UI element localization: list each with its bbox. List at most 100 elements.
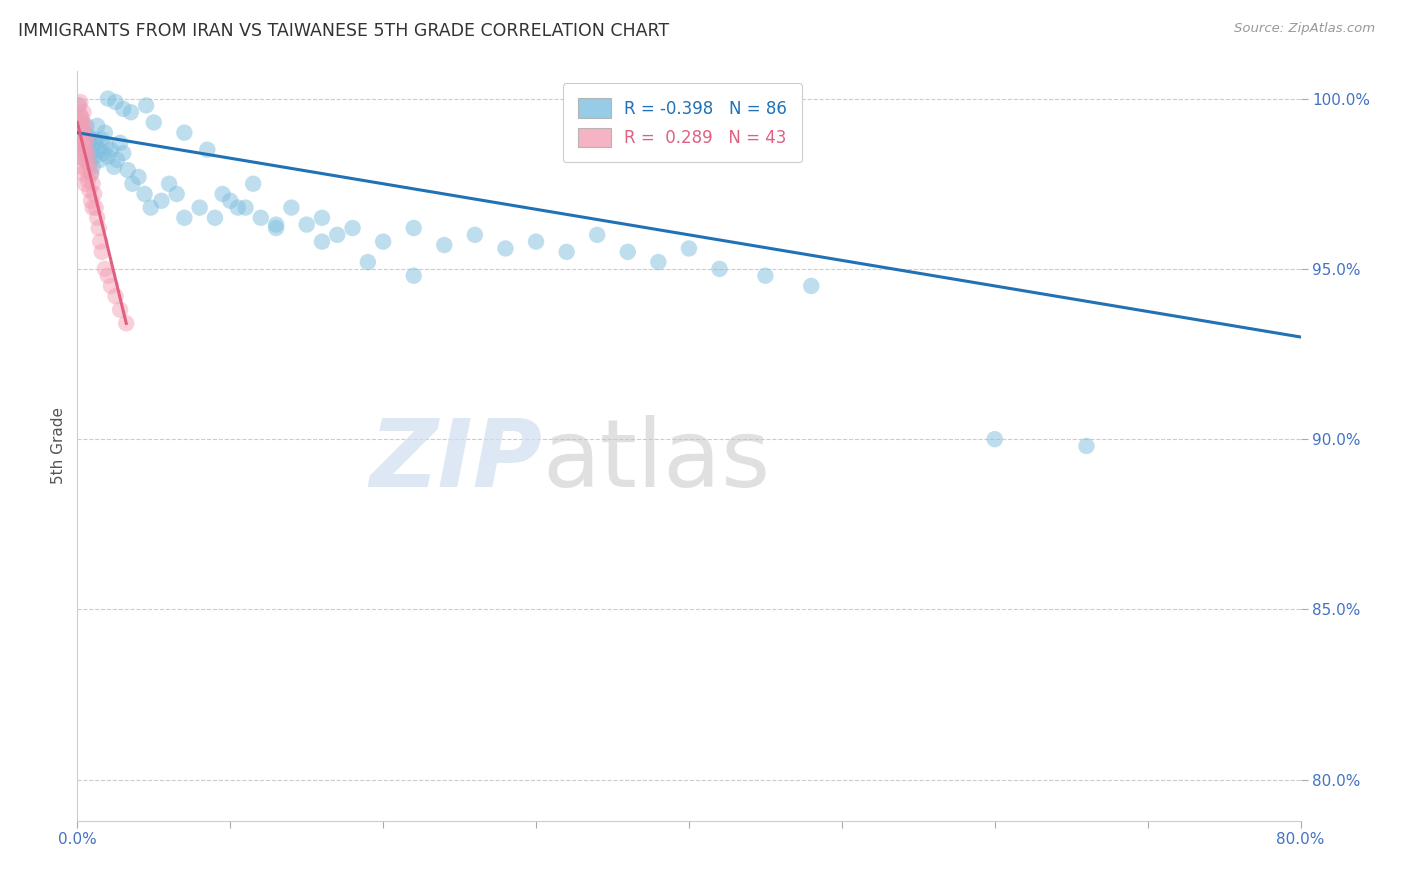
Point: [433, 238, 456, 252]
Point: [76, 139, 98, 153]
Point: [72, 105, 94, 120]
Point: [82, 177, 104, 191]
Point: [127, 169, 149, 184]
Point: [173, 126, 195, 140]
Point: [371, 235, 394, 249]
Point: [108, 136, 131, 150]
Point: [97, 92, 120, 106]
Point: [79, 184, 101, 198]
Point: [211, 186, 233, 201]
Point: [83, 186, 105, 201]
Point: [402, 221, 425, 235]
Point: [134, 186, 156, 201]
Point: [204, 211, 226, 225]
Point: [342, 221, 364, 235]
Point: [69, 95, 91, 109]
Text: Source: ZipAtlas.com: Source: ZipAtlas.com: [1234, 22, 1375, 36]
Point: [80, 167, 103, 181]
Point: [83, 149, 105, 163]
Point: [195, 143, 218, 157]
Point: [150, 194, 173, 208]
Point: [188, 201, 211, 215]
Point: [76, 119, 98, 133]
Point: [120, 105, 142, 120]
Point: [108, 302, 131, 317]
Point: [87, 143, 110, 157]
Text: atlas: atlas: [543, 415, 770, 507]
Point: [76, 163, 98, 178]
Point: [77, 173, 100, 187]
Point: [157, 177, 180, 191]
Point: [166, 186, 188, 201]
Point: [67, 132, 90, 146]
Point: [524, 235, 547, 249]
Point: [105, 153, 128, 167]
Point: [311, 211, 333, 225]
Point: [70, 136, 93, 150]
Point: [295, 218, 318, 232]
Point: [84, 201, 107, 215]
Point: [73, 177, 96, 191]
Point: [79, 160, 101, 174]
Point: [135, 98, 157, 112]
Point: [97, 149, 120, 163]
Point: [800, 279, 823, 293]
Text: ZIP: ZIP: [370, 415, 543, 507]
Point: [100, 143, 122, 157]
Point: [142, 115, 165, 129]
Point: [326, 227, 349, 242]
Point: [678, 242, 700, 256]
Point: [73, 132, 96, 146]
Point: [117, 163, 139, 178]
Point: [402, 268, 425, 283]
Point: [495, 242, 517, 256]
Point: [69, 109, 91, 123]
Point: [69, 109, 91, 123]
Point: [1076, 439, 1098, 453]
Point: [264, 218, 287, 232]
Point: [104, 95, 127, 109]
Point: [984, 432, 1007, 446]
Point: [72, 167, 94, 181]
Point: [73, 153, 96, 167]
Point: [115, 317, 138, 331]
Point: [464, 227, 486, 242]
Point: [226, 201, 249, 215]
Point: [73, 153, 96, 167]
Point: [280, 201, 302, 215]
Point: [79, 156, 101, 170]
Point: [90, 132, 112, 146]
Point: [103, 160, 125, 174]
Point: [173, 211, 195, 225]
Point: [87, 221, 110, 235]
Point: [80, 167, 103, 181]
Point: [70, 160, 93, 174]
Point: [82, 160, 104, 174]
Point: [555, 244, 578, 259]
Point: [76, 132, 98, 146]
Point: [70, 112, 93, 126]
Point: [72, 143, 94, 157]
Point: [91, 146, 114, 161]
Point: [104, 289, 127, 303]
Point: [647, 255, 669, 269]
Point: [97, 268, 120, 283]
Y-axis label: 5th Grade: 5th Grade: [51, 408, 66, 484]
Point: [100, 279, 122, 293]
Point: [72, 126, 94, 140]
Point: [112, 146, 135, 161]
Point: [219, 194, 242, 208]
Point: [69, 143, 91, 157]
Point: [94, 261, 117, 276]
Point: [70, 119, 93, 133]
Point: [82, 139, 104, 153]
Point: [77, 149, 100, 163]
Point: [67, 98, 90, 112]
Point: [76, 143, 98, 157]
Point: [72, 143, 94, 157]
Point: [709, 261, 731, 276]
Point: [357, 255, 380, 269]
Point: [250, 211, 273, 225]
Point: [79, 136, 101, 150]
Point: [94, 126, 117, 140]
